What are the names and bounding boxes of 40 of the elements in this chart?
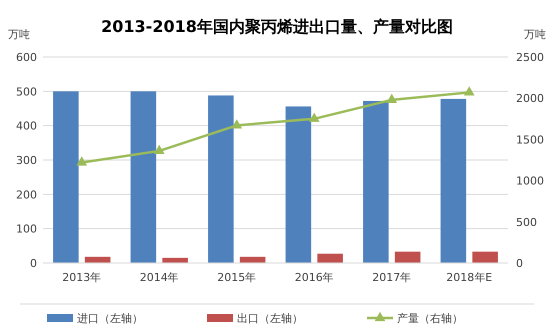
chart-title: 2013-2018年国内聚丙烯进出口量、产量对比图 bbox=[101, 17, 453, 36]
x-tick-label: 2013年 bbox=[62, 271, 102, 284]
y-tick-label: 400 bbox=[16, 120, 37, 133]
x-tick-label: 2017年 bbox=[372, 271, 412, 284]
bar bbox=[440, 98, 466, 263]
y-tick-label: 500 bbox=[16, 85, 37, 98]
y-axis-title: 万吨 bbox=[8, 28, 30, 41]
point bbox=[386, 94, 398, 103]
y2-tick-label: 1000 bbox=[516, 174, 544, 188]
x-tick-label: 2018年E bbox=[446, 271, 492, 284]
x-tick-label: 2015年 bbox=[217, 271, 256, 284]
bar bbox=[208, 95, 234, 263]
bar bbox=[394, 252, 420, 263]
point bbox=[76, 156, 88, 166]
legend-label: 进口（左轴） bbox=[77, 312, 143, 325]
bar bbox=[363, 100, 389, 263]
y-tick-label: 0 bbox=[30, 257, 37, 270]
point bbox=[308, 112, 320, 122]
y-tick-label: 200 bbox=[16, 188, 37, 202]
y2-tick-label: 500 bbox=[516, 216, 537, 229]
y2-axis-title: 万吨 bbox=[524, 28, 546, 41]
bar bbox=[317, 254, 343, 263]
y-tick-label: 100 bbox=[16, 222, 37, 236]
point bbox=[231, 119, 242, 128]
point bbox=[464, 86, 475, 96]
bar bbox=[53, 91, 79, 263]
legend-label: 产量（右轴） bbox=[397, 312, 463, 325]
bar bbox=[286, 106, 312, 263]
legend-label: 出口（左轴） bbox=[237, 312, 303, 325]
x-tick-label: 2016年 bbox=[294, 271, 334, 284]
point bbox=[154, 144, 165, 154]
y2-tick-label: 2000 bbox=[516, 92, 544, 106]
y2-tick-label: 2500 bbox=[516, 51, 544, 64]
y2-tick-label: 1500 bbox=[516, 133, 544, 146]
y-tick-label: 300 bbox=[16, 154, 37, 167]
y-tick-label: 600 bbox=[16, 51, 37, 64]
y2-tick-label: 0 bbox=[516, 257, 523, 270]
bar bbox=[472, 252, 498, 263]
bar bbox=[130, 91, 156, 263]
x-tick-label: 2014年 bbox=[140, 271, 179, 284]
